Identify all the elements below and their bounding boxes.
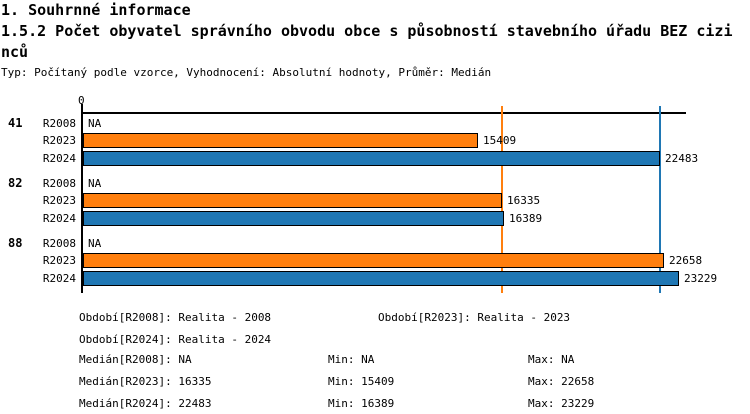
legend-period-r2008: Období[R2008]: Realita - 2008 [79,311,271,324]
bar-value-label: NA [88,177,102,190]
stat-min-r2008: Min: NA [328,353,374,366]
stat-min-r2024: Min: 16389 [328,397,394,410]
stat-max-r2008: Max: NA [528,353,574,366]
median-line-r2024 [659,106,661,293]
bar-row-41-r2023: R2023 15409 [0,132,750,149]
stat-label: Min: [328,375,355,388]
stat-label: Medián[R2023]: [79,375,172,388]
stat-label: Max: [528,375,555,388]
bar-track: NA [83,235,750,252]
bar-value-label: 22658 [669,254,703,267]
series-label: R2024 [42,212,76,225]
series-label: R2008 [42,177,76,190]
bar-41-r2024 [83,151,660,166]
bar-row-82-r2008: R2008 NA [0,175,750,192]
group-label-82: 82 [8,176,23,190]
stat-value: 22483 [178,397,212,410]
stat-label: Max: [528,353,555,366]
stat-max-r2024: Max: 23229 [528,397,594,410]
stat-value: 16335 [178,375,212,388]
chart-title: 1.5.2 Počet obyvatel správního obvodu ob… [1,22,733,61]
bar-track: 23229 [83,270,750,287]
bar-row-88-r2008: R2008 NA [0,235,750,252]
y-axis-line [81,104,83,293]
bar-82-r2024 [83,211,504,226]
bar-row-82-r2024: R2024 16389 [0,210,750,227]
bar-row-88-r2023: R2023 22658 [0,252,750,269]
stat-label: Medián[R2008]: [79,353,172,366]
stat-median-r2024: Medián[R2024]: 22483 [79,397,211,410]
bar-value-label: 23229 [684,272,718,285]
legend-label: Období[R2023]: [378,311,471,324]
stat-median-r2008: Medián[R2008]: NA [79,353,192,366]
legend-period-r2023: Období[R2023]: Realita - 2023 [378,311,570,324]
bar-88-r2023 [83,253,664,268]
x-axis-top-line [81,112,686,114]
stat-value: 23229 [561,397,595,410]
bar-row-41-r2008: R2008 NA [0,115,750,132]
bar-88-r2024 [83,271,679,286]
bar-value-label: 16389 [509,212,543,225]
series-label: R2024 [42,152,76,165]
series-label: R2023 [42,194,76,207]
legend-label: Období[R2024]: [79,333,172,346]
group-label-88: 88 [8,236,23,250]
stat-value: NA [178,353,192,366]
bar-track: 16389 [83,210,750,227]
bar-track: NA [83,175,750,192]
legend-period-r2024: Období[R2024]: Realita - 2024 [79,333,271,346]
bar-41-r2023 [83,133,478,148]
legend-value: Realita - 2008 [178,311,272,324]
series-label: R2024 [42,272,76,285]
stat-label: Max: [528,397,555,410]
bar-value-label: NA [88,237,102,250]
series-label: R2008 [42,117,76,130]
legend-value: Realita - 2024 [178,333,272,346]
stat-value: 15409 [361,375,395,388]
group-label-41: 41 [8,116,23,130]
stat-value: NA [561,353,575,366]
median-line-r2023 [501,106,503,293]
bar-value-label: 16335 [507,194,541,207]
bar-value-label: 22483 [665,152,699,165]
stat-label: Min: [328,353,355,366]
series-label: R2023 [42,134,76,147]
stat-min-r2023: Min: 15409 [328,375,394,388]
stat-max-r2023: Max: 22658 [528,375,594,388]
bar-row-88-r2024: R2024 23229 [0,270,750,287]
chart-meta-line: Typ: Počítaný podle vzorce, Vyhodnocení:… [1,66,492,79]
bar-value-label: 15409 [483,134,517,147]
section-heading: 1. Souhrnné informace [1,1,191,19]
bar-value-label: NA [88,117,102,130]
bar-track: 15409 [83,132,750,149]
series-label: R2008 [42,237,76,250]
stat-median-r2023: Medián[R2023]: 16335 [79,375,211,388]
axis-origin-label: 0 [78,94,85,107]
stat-value: NA [361,353,375,366]
stat-label: Medián[R2024]: [79,397,172,410]
bar-track: 16335 [83,192,750,209]
bar-track: 22658 [83,252,750,269]
bar-track: NA [83,115,750,132]
bar-track: 22483 [83,150,750,167]
legend-label: Období[R2008]: [79,311,172,324]
stat-value: 22658 [561,375,595,388]
stat-value: 16389 [361,397,395,410]
series-label: R2023 [42,254,76,267]
legend-value: Realita - 2023 [477,311,571,324]
bar-row-41-r2024: R2024 22483 [0,150,750,167]
bar-82-r2023 [83,193,502,208]
bar-row-82-r2023: R2023 16335 [0,192,750,209]
stat-label: Min: [328,397,355,410]
